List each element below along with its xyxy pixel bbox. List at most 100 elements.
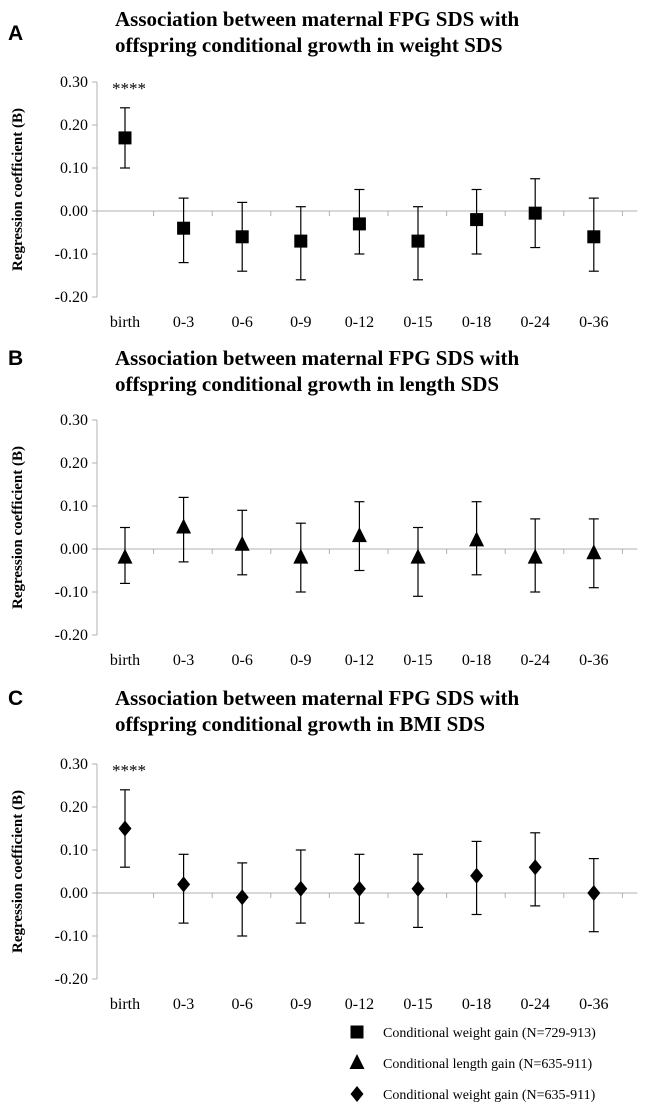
- y-tick-label: 0.30: [60, 756, 88, 773]
- x-tick-label: 0-15: [403, 996, 432, 1013]
- legend-marker-diamond: [350, 1086, 364, 1102]
- x-tick-label: 0-3: [173, 996, 194, 1013]
- y-tick-label: -0.20: [55, 971, 88, 988]
- legend-item: Conditional weight gain (N=729-913): [350, 1025, 596, 1041]
- chart-title-line: offspring conditional growth in BMI SDS: [115, 712, 485, 736]
- significance-label: ****: [112, 79, 146, 98]
- chart-title-line: Association between maternal FPG SDS wit…: [115, 686, 520, 710]
- significance-label: ****: [112, 761, 146, 780]
- y-tick-label: -0.20: [55, 627, 88, 644]
- x-tick-label: 0-36: [579, 996, 608, 1013]
- x-tick-label: 0-6: [232, 996, 253, 1013]
- chart-title-line: Association between maternal FPG SDS wit…: [115, 7, 520, 31]
- data-point: [177, 876, 191, 893]
- y-tick-label: 0.00: [60, 885, 88, 902]
- x-tick-label: 0-15: [403, 652, 432, 669]
- legend-label: Conditional length gain (N=635-911): [383, 1057, 593, 1072]
- x-tick-label: 0-9: [290, 652, 311, 669]
- data-point: [235, 889, 249, 906]
- y-axis-title: Regression coefficient (B): [10, 108, 26, 271]
- data-point: [587, 885, 601, 901]
- x-tick-label: 0-6: [232, 652, 253, 669]
- data-point: [411, 880, 425, 897]
- chart-title-line: offspring conditional growth in weight S…: [115, 33, 503, 57]
- y-tick-label: 0.30: [60, 412, 88, 429]
- data-point: [410, 548, 426, 564]
- data-point: [117, 548, 133, 564]
- y-tick-label: 0.30: [60, 74, 88, 91]
- chart-panel-c: C Association between maternal FPG SDS wi…: [8, 686, 638, 1013]
- x-tick-label: 0-6: [232, 314, 253, 331]
- y-tick-label: 0.00: [60, 541, 88, 558]
- panel-letter: C: [8, 687, 23, 710]
- y-tick-label: -0.10: [55, 246, 88, 263]
- x-tick-label: 0-12: [345, 652, 374, 669]
- y-axis-title: Regression coefficient (B): [10, 446, 26, 609]
- legend: Conditional weight gain (N=729-913) Condi…: [349, 1025, 596, 1103]
- data-point: [411, 234, 425, 248]
- y-tick-label: -0.10: [55, 584, 88, 601]
- y-tick-label: -0.20: [55, 289, 88, 306]
- data-point: [469, 531, 485, 547]
- x-tick-label: 0-36: [579, 314, 608, 331]
- x-tick-label: 0-9: [290, 996, 311, 1013]
- legend-marker-square: [350, 1025, 364, 1039]
- data-point: [294, 880, 308, 897]
- y-tick-label: 0.20: [60, 117, 88, 134]
- data-point: [177, 221, 191, 235]
- y-tick-label: 0.10: [60, 842, 88, 859]
- y-tick-label: -0.10: [55, 928, 88, 945]
- data-point: [118, 820, 132, 837]
- x-tick-label: birth: [110, 652, 140, 669]
- x-tick-label: 0-24: [521, 314, 550, 331]
- x-tick-label: 0-18: [462, 652, 491, 669]
- data-point: [528, 859, 542, 876]
- data-point: [586, 544, 602, 560]
- data-point: [294, 234, 308, 248]
- x-tick-label: 0-15: [403, 314, 432, 331]
- data-point: [235, 230, 249, 244]
- x-tick-label: 0-12: [345, 996, 374, 1013]
- data-point: [293, 548, 309, 564]
- chart-panel-a: A Association between maternal FPG SDS wi…: [8, 7, 638, 331]
- x-tick-label: birth: [110, 996, 140, 1013]
- data-point: [234, 535, 250, 551]
- y-axis-title: Regression coefficient (B): [10, 790, 26, 953]
- x-tick-label: 0-36: [579, 652, 608, 669]
- data-point: [527, 548, 543, 564]
- data-point: [528, 206, 542, 220]
- x-tick-label: 0-3: [173, 652, 194, 669]
- legend-item: Conditional length gain (N=635-911): [349, 1054, 593, 1072]
- x-tick-label: 0-24: [521, 652, 550, 669]
- legend-label: Conditional weight gain (N=729-913): [383, 1026, 596, 1041]
- data-point: [587, 230, 601, 244]
- chart-title-line: Association between maternal FPG SDS wit…: [115, 346, 520, 370]
- data-point: [470, 213, 484, 227]
- panel-letter: B: [8, 347, 23, 370]
- data-point: [470, 867, 484, 884]
- x-tick-label: birth: [110, 314, 140, 331]
- panel-letter: A: [8, 22, 23, 45]
- chart-panel-b: B Association between maternal FPG SDS wi…: [8, 346, 638, 669]
- y-tick-label: 0.10: [60, 160, 88, 177]
- y-tick-label: 0.10: [60, 498, 88, 515]
- data-point: [176, 518, 192, 534]
- x-tick-label: 0-3: [173, 314, 194, 331]
- legend-item: Conditional weight gain (N=635-911): [350, 1086, 596, 1103]
- y-tick-label: 0.00: [60, 203, 88, 220]
- data-point: [118, 131, 132, 145]
- data-point: [352, 217, 366, 231]
- x-tick-label: 0-24: [521, 996, 550, 1013]
- y-tick-label: 0.20: [60, 455, 88, 472]
- data-point: [352, 880, 366, 897]
- x-tick-label: 0-18: [462, 314, 491, 331]
- x-tick-label: 0-9: [290, 314, 311, 331]
- y-tick-label: 0.20: [60, 799, 88, 816]
- legend-marker-triangle: [349, 1054, 365, 1069]
- x-tick-label: 0-18: [462, 996, 491, 1013]
- legend-label: Conditional weight gain (N=635-911): [383, 1088, 596, 1103]
- chart-title-line: offspring conditional growth in length S…: [115, 372, 499, 396]
- data-point: [351, 527, 367, 543]
- x-tick-label: 0-12: [345, 314, 374, 331]
